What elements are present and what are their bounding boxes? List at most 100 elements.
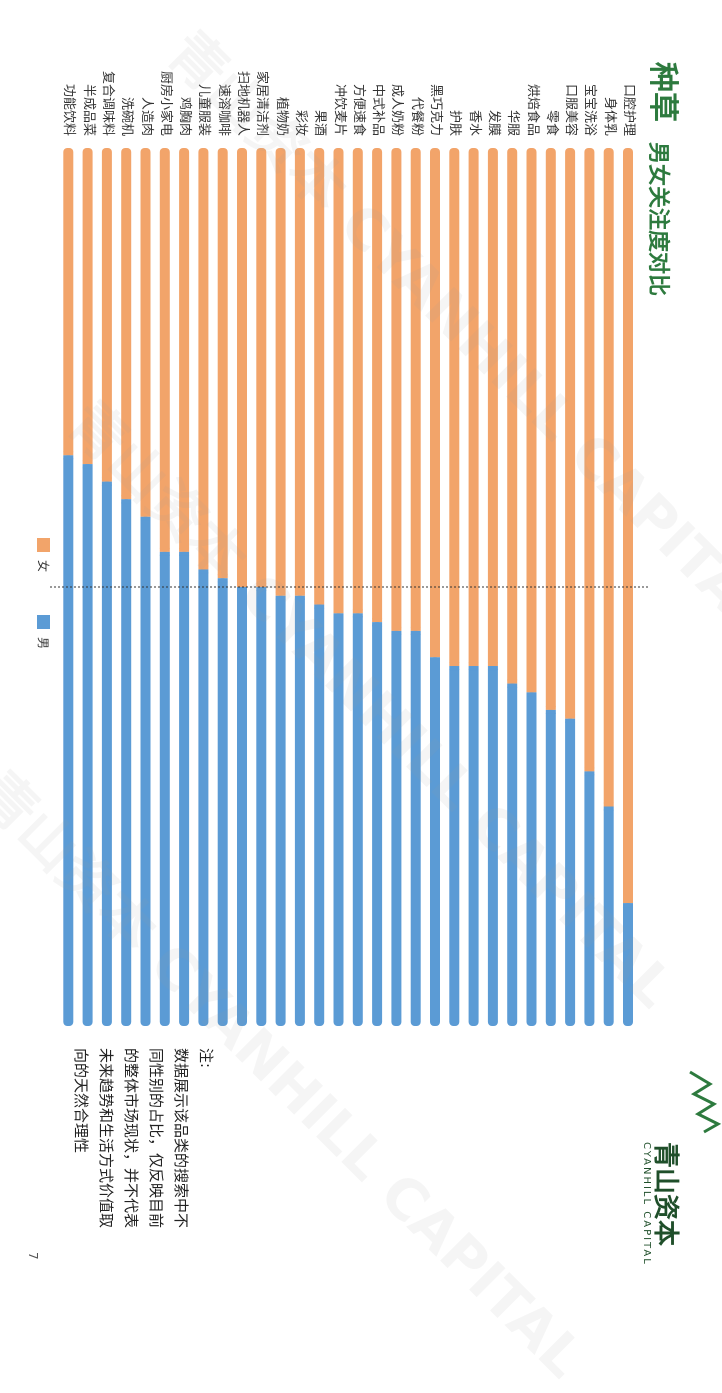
bar-female <box>237 148 247 587</box>
bar-female-seam <box>121 495 132 500</box>
bar-female-seam <box>140 512 151 517</box>
bar-male <box>217 578 228 1026</box>
bar-female <box>565 148 576 719</box>
logo-name: 青山资本 <box>650 1142 680 1247</box>
bar-female-seam <box>82 460 93 465</box>
category-label: 彩妆 <box>292 109 308 136</box>
bar-male <box>82 464 93 1027</box>
bar-female <box>430 148 440 658</box>
bar-female-seam <box>565 714 576 719</box>
bar-female-seam <box>179 547 190 552</box>
footnote-line: 向的天然合理性 <box>72 1048 90 1154</box>
bar-male-seam <box>159 551 170 556</box>
bar-female <box>468 148 479 667</box>
bar-female-seam <box>294 591 305 596</box>
bar-female-seam <box>237 583 247 587</box>
category-label: 厨房小家电 <box>157 70 173 136</box>
footnote-line: 数据展示该品类的搜索中不 <box>172 1048 190 1229</box>
bar-female-seam <box>159 547 170 552</box>
footnote: 注: 数据展示该品类的搜索中不 同性别的占比，仅反映目前 的整体市场现状，并不代… <box>68 1048 218 1228</box>
bar-male <box>237 587 247 1026</box>
bar-male-seam <box>63 455 74 460</box>
bar-female-seam <box>101 477 112 482</box>
bar-male-seam <box>198 569 209 574</box>
bar-female <box>198 148 209 570</box>
bar-male-seam <box>237 587 247 591</box>
bar-male-seam <box>314 604 325 609</box>
bar-male-seam <box>603 806 614 811</box>
bar-male-seam <box>256 587 267 591</box>
bar-female-seam <box>333 609 344 614</box>
bar-female-seam <box>256 583 267 587</box>
legend-female-swatch <box>37 538 50 552</box>
category-label: 代餐粉 <box>408 96 424 136</box>
bar-male <box>333 613 344 1026</box>
category-label: 中式补品 <box>370 83 386 136</box>
bar-female-seam <box>217 574 228 579</box>
bar-male <box>179 551 190 1026</box>
bar-female <box>352 148 363 614</box>
bar-female <box>121 148 132 500</box>
bar-male-seam <box>333 613 344 618</box>
slide: 种草 男女关注度对比 口腔护理 身体乳 宝宝洗浴 口服美容 零食 烘焙食品 华服 发膜 香水 护肤… <box>26 62 722 1266</box>
bar-male-seam <box>275 595 286 600</box>
bar-female <box>82 148 93 465</box>
category-label: 扫地机器人 <box>235 70 250 136</box>
category-label: 零食 <box>543 109 559 136</box>
bar-female-seam <box>410 626 421 631</box>
bar-male <box>507 683 518 1026</box>
category-label: 冲饮麦片 <box>331 83 347 136</box>
bar-female <box>140 148 151 517</box>
stacked-bar-chart <box>50 148 648 1027</box>
bar-male-seam <box>391 630 402 635</box>
category-label: 黑巧克力 <box>428 83 443 136</box>
bar-female <box>63 148 74 456</box>
legend-male: 男 <box>35 615 52 649</box>
bar-male-seam <box>82 464 93 469</box>
category-label: 速溶咖啡 <box>215 83 231 136</box>
bar-female <box>217 148 228 579</box>
bar-male-seam <box>179 551 190 556</box>
bar-male <box>410 630 421 1026</box>
bar-female <box>584 148 595 772</box>
legend-female: 女 <box>35 538 52 572</box>
bar-female-seam <box>603 802 614 807</box>
bar-female <box>623 148 633 904</box>
category-label: 功能饮料 <box>61 83 77 136</box>
bar-male-seam <box>449 666 460 671</box>
bar-male-seam <box>487 666 498 671</box>
bar-male <box>159 551 170 1026</box>
category-label: 香水 <box>466 109 482 136</box>
category-label: 家居清洁剂 <box>254 70 270 136</box>
category-label: 口服美容 <box>563 83 579 136</box>
bar-female <box>179 148 190 552</box>
bar-female <box>526 148 537 693</box>
bar-female <box>275 148 286 596</box>
bar-female <box>545 148 556 710</box>
bar-female-seam <box>584 767 595 772</box>
category-label: 鸡胸肉 <box>177 96 193 136</box>
category-label: 身体乳 <box>601 96 617 136</box>
bar-female-seam <box>526 688 537 693</box>
footnote-line: 的整体市场现状，并不代表 <box>122 1048 140 1229</box>
page-number: 7 <box>26 1252 40 1260</box>
mountain-logo-icon <box>689 1070 722 1134</box>
legend-female-label: 女 <box>36 560 50 573</box>
bar-female-seam <box>352 609 363 614</box>
bar-male <box>352 613 363 1026</box>
category-label: 方便速食 <box>350 83 366 136</box>
bar-male-seam <box>565 718 576 723</box>
bar-male <box>198 569 209 1026</box>
bar-male-seam <box>217 578 228 583</box>
bar-male-seam <box>468 666 479 671</box>
bar-male <box>526 692 537 1026</box>
bar-male <box>623 903 633 1026</box>
bar-male-seam <box>140 516 151 521</box>
bar-male-seam <box>507 683 518 688</box>
bar-male <box>294 595 305 1026</box>
bar-female-seam <box>63 451 74 456</box>
bar-female-seam <box>507 679 518 684</box>
bar-female-seam <box>198 565 209 570</box>
bar-male <box>372 622 383 1026</box>
bar-male-seam <box>430 657 440 662</box>
